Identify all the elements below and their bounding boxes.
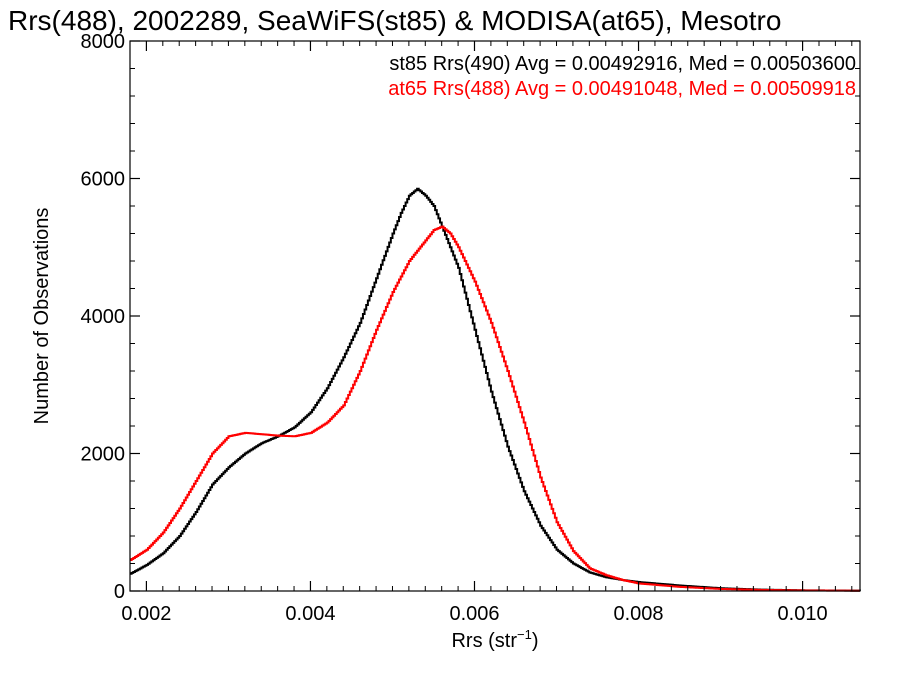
series-line-0 (130, 187, 861, 592)
y-axis-label: Number of Observations (31, 208, 53, 425)
y-tick-label: 2000 (81, 444, 126, 466)
chart-title: Rrs(488), 2002289, SeaWiFS(st85) & MODIS… (8, 5, 781, 36)
x-tick-label: 0.006 (449, 603, 499, 625)
legend-entry-at65: at65 Rrs(488) Avg = 0.00491048, Med = 0.… (388, 78, 856, 100)
plot-frame (129, 40, 861, 592)
series-line-1 (130, 225, 860, 592)
x-tick-label: 0.002 (121, 603, 171, 625)
x-axis-label: Rrs (str−1) (451, 627, 538, 652)
y-tick-label: 4000 (81, 306, 126, 328)
legend-entry-st85: st85 Rrs(490) Avg = 0.00492916, Med = 0.… (389, 53, 856, 75)
y-tick-label: 6000 (81, 169, 126, 191)
x-axis-label-superscript: −1 (517, 627, 532, 642)
x-axis-label-main: Rrs (str (451, 630, 517, 652)
x-tick-label: 0.010 (778, 603, 828, 625)
x-tick-label: 0.004 (285, 603, 335, 625)
x-axis-label-close: ) (532, 630, 539, 652)
y-tick-label: 0 (114, 581, 125, 603)
y-tick-label: 8000 (81, 31, 126, 53)
x-tick-label: 0.008 (614, 603, 664, 625)
ticks-layer: 0.002 0.004 0.006 0.008 0.010 0 2000 4000 6000 80… (81, 31, 860, 625)
series-layer (130, 187, 861, 592)
